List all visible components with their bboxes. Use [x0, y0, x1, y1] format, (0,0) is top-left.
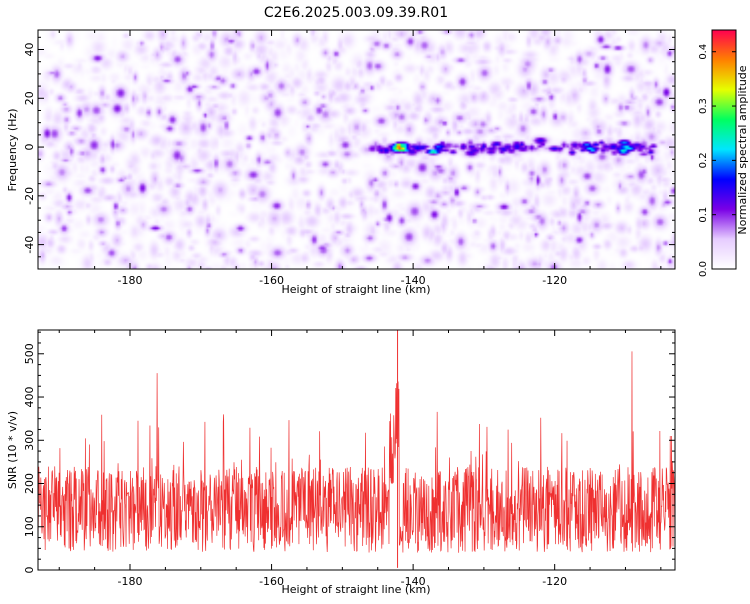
colorbar-ticks: 0.0 0.1 0.2 0.3 0.4: [698, 44, 736, 277]
spectrogram-y-tick-label: -20: [23, 187, 36, 205]
snr-frame: [37, 329, 676, 571]
figure-title: C2E6.2025.003.09.39.R01: [264, 5, 448, 21]
spectrogram-frame: [37, 29, 676, 270]
colorbar-tick-label: 0.4: [698, 44, 709, 60]
snr-y-tick-label: 300: [23, 430, 36, 451]
snr-panel: -180 -160 -140 -120 0 100 200 300 400 500 Height…: [6, 329, 676, 596]
colorbar-tick-label: 0.2: [698, 152, 709, 168]
snr-series: [37, 330, 676, 568]
spectrogram-x-ticks: -180 -160 -140 -120: [58, 30, 662, 287]
spectrogram-y-tick-label: 40: [23, 43, 36, 57]
snr-x-tick-label: -120: [542, 575, 567, 588]
spectrogram-y-ticks: -40 -20 0 20 40: [23, 36, 675, 270]
snr-y-tick-label: 100: [23, 516, 36, 537]
colorbar-frame: [711, 29, 737, 270]
snr-y-tick-label: 400: [23, 387, 36, 408]
spectrogram-x-tick-label: -120: [542, 274, 567, 287]
snr-x-ticks: -180 -160 -140 -120: [58, 330, 662, 588]
snr-y-tick-label: 0: [23, 567, 36, 574]
colorbar-label: Normalized spectral amplitude: [736, 65, 749, 234]
snr-y-ticks: 0 100 200 300 400 500: [23, 331, 675, 574]
spectrogram-x-tick-label: -160: [259, 274, 284, 287]
spectrogram-y-tick-label: 0: [23, 144, 36, 151]
snr-y-axis-label: SNR (10 * v/v): [6, 411, 19, 489]
spectrogram-panel: -180 -160 -140 -120 -40 -20 0 20 40 Height of s…: [6, 29, 676, 296]
spectrogram-image: [38, 30, 675, 269]
spectrogram-x-axis-label: Height of straight line (km): [281, 283, 430, 296]
snr-y-tick-label: 500: [23, 343, 36, 364]
snr-x-tick-label: -180: [118, 575, 143, 588]
snr-line: [37, 351, 676, 553]
snr-x-tick-label: -160: [259, 575, 284, 588]
spectrogram-x-tick-label: -180: [118, 274, 143, 287]
snr-y-tick-label: 200: [23, 473, 36, 494]
spectrogram-y-tick-label: -40: [23, 236, 36, 254]
snr-x-axis-label: Height of straight line (km): [281, 583, 430, 596]
spectrogram-x-tick-label: -140: [401, 274, 426, 287]
spectrogram-y-tick-label: 20: [23, 91, 36, 105]
colorbar-tick-label: 0.3: [698, 98, 709, 114]
colorbar-tick-label: 0.1: [698, 207, 709, 223]
snr-x-tick-label: -140: [401, 575, 426, 588]
colorbar-gradient: [712, 30, 736, 269]
spectrogram-y-axis-label: Frequency (Hz): [6, 109, 19, 192]
colorbar-tick-label: 0.0: [698, 261, 709, 277]
colorbar: 0.0 0.1 0.2 0.3 0.4 Normalized spectral ampl…: [698, 29, 749, 277]
